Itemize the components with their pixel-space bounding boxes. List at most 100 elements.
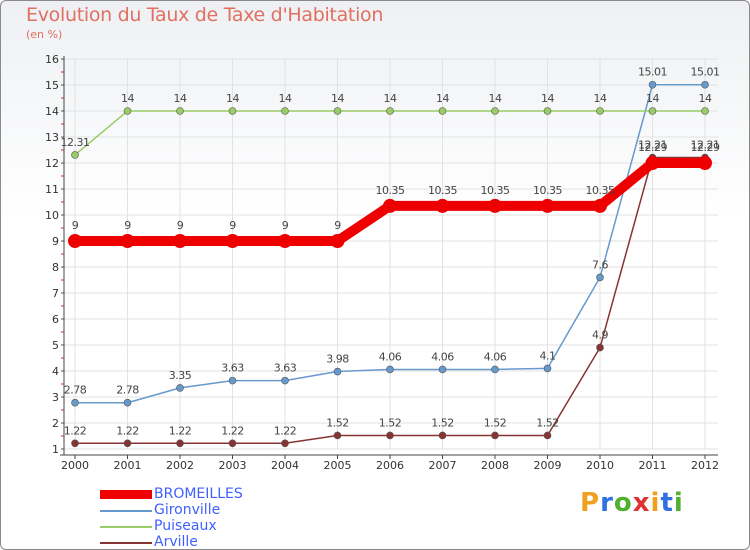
legend-item-bromeilles: BROMEILLES	[100, 486, 300, 502]
data-label: 14	[541, 92, 554, 105]
y-tick-label: 7	[52, 287, 59, 300]
data-point	[123, 439, 132, 448]
data-point	[278, 234, 292, 248]
data-point	[71, 439, 79, 448]
data-label: 9	[334, 219, 341, 232]
data-point	[123, 107, 132, 115]
data-point	[386, 107, 394, 115]
data-label: 12.21	[638, 139, 667, 152]
y-tick-label: 14	[45, 105, 59, 118]
data-label: 1.52	[484, 416, 507, 429]
data-label: 1.22	[64, 424, 87, 437]
data-point	[438, 365, 447, 374]
legend-item-arville: Arville	[100, 534, 300, 550]
data-point	[438, 431, 447, 440]
data-label: 14	[121, 92, 134, 105]
legend-label: Puiseaux	[154, 518, 217, 534]
y-tick-label: 12	[45, 157, 59, 170]
y-tick-label: 1	[52, 443, 59, 456]
x-tick-label: 2006	[376, 459, 404, 472]
data-point	[386, 365, 394, 374]
legend-swatch	[100, 490, 152, 499]
data-point	[281, 376, 289, 385]
data-point	[648, 80, 657, 89]
data-point	[701, 80, 709, 89]
data-label: 14	[279, 92, 292, 105]
chart-title: Evolution du Taux de Taxe d'Habitation	[26, 4, 384, 26]
data-label: 3.63	[274, 362, 297, 375]
data-label: 14	[174, 92, 187, 105]
legend-label: Arville	[154, 534, 198, 550]
legend-label: Gironville	[154, 502, 221, 518]
data-label: 1.52	[379, 416, 402, 429]
data-point	[488, 198, 502, 213]
data-label: 4.1	[540, 349, 556, 362]
data-label: 12.21	[691, 139, 720, 152]
data-point	[333, 367, 342, 376]
data-label: 10.35	[428, 184, 457, 197]
data-label: 1.52	[536, 416, 559, 429]
data-point	[491, 365, 499, 374]
data-point	[596, 273, 604, 282]
data-label: 12.29	[638, 141, 667, 154]
y-tick-label: 11	[45, 183, 59, 196]
data-point	[228, 376, 237, 385]
data-point	[596, 343, 604, 352]
x-tick-label: 2012	[691, 459, 719, 472]
data-label: 12.29	[691, 141, 720, 154]
legend-swatch	[100, 510, 152, 512]
data-point	[228, 107, 237, 115]
data-label: 4.9	[592, 329, 608, 342]
legend-swatch	[100, 526, 152, 528]
data-label: 4.06	[379, 350, 402, 363]
data-point	[333, 431, 342, 440]
data-point	[543, 364, 552, 373]
data-label: 3.35	[169, 369, 192, 382]
grid	[64, 58, 718, 450]
data-point	[540, 198, 555, 213]
data-label: 10.35	[586, 184, 615, 197]
data-label: 1.22	[116, 424, 139, 437]
y-tick-label: 6	[52, 313, 59, 326]
x-tick-label: 2009	[534, 459, 562, 472]
data-label: 1.22	[221, 424, 244, 437]
data-label: 14	[489, 92, 502, 105]
data-point	[225, 234, 240, 248]
data-point	[435, 198, 450, 213]
y-tick-label: 4	[52, 365, 59, 378]
data-label: 9	[229, 219, 236, 232]
data-label: 10.35	[376, 184, 405, 197]
data-label: 4.06	[431, 350, 454, 363]
x-tick-label: 2008	[481, 459, 509, 472]
data-point	[120, 234, 135, 248]
data-point	[281, 107, 289, 115]
y-tick-label: 8	[52, 261, 59, 274]
data-label: 14	[594, 92, 607, 105]
x-tick-label: 2005	[324, 459, 352, 472]
data-point	[123, 398, 132, 407]
x-tick-label: 2001	[114, 459, 142, 472]
data-point	[543, 107, 552, 115]
data-point	[596, 107, 604, 115]
data-label: 14	[699, 92, 712, 105]
data-point	[71, 398, 79, 407]
x-tick-label: 2007	[429, 459, 457, 472]
data-point	[491, 431, 499, 440]
data-point	[281, 439, 289, 448]
data-label: 14	[226, 92, 239, 105]
data-point	[333, 107, 342, 115]
data-label: 7.6	[592, 258, 608, 271]
data-point	[438, 107, 447, 115]
proxiti-logo: Proxiti	[580, 488, 684, 518]
y-tick-label: 16	[45, 53, 59, 66]
x-tick-label: 2002	[166, 459, 194, 472]
legend: BROMEILLES Gironville Puiseaux Arville	[100, 486, 300, 550]
y-tick-label: 9	[52, 235, 59, 248]
data-label: 1.52	[431, 416, 454, 429]
data-point	[491, 107, 499, 115]
data-label: 14	[436, 92, 449, 105]
